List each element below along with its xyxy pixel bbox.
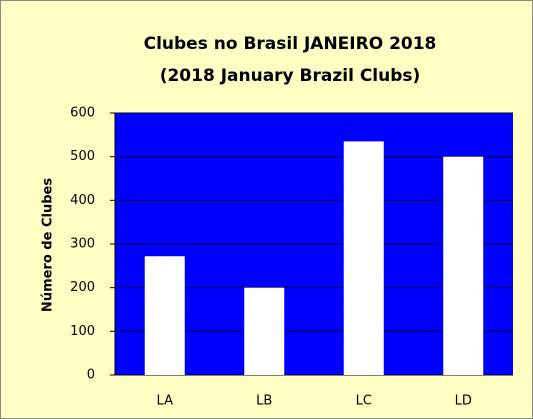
bar [244,287,285,375]
x-tick-label: LD [455,394,472,409]
x-tick-label: LC [356,394,372,409]
y-tick-label: 600 [70,106,95,121]
y-tick-label: 500 [70,149,95,164]
bar [443,156,484,375]
x-tick-label: LB [256,394,272,409]
y-tick-label: 100 [70,324,95,339]
y-tick-label: 400 [70,193,95,208]
bar [144,256,185,375]
bar [343,141,384,375]
y-tick-label: 200 [70,280,95,295]
chart-title: Clubes no Brasil JANEIRO 2018 [144,34,437,54]
y-axis-label: Número de Clubes [41,178,56,312]
x-tick-label: LA [157,394,174,409]
chart-subtitle: (2018 January Brazil Clubs) [160,66,421,86]
y-tick-label: 0 [87,368,95,383]
y-tick-label: 300 [70,237,95,252]
